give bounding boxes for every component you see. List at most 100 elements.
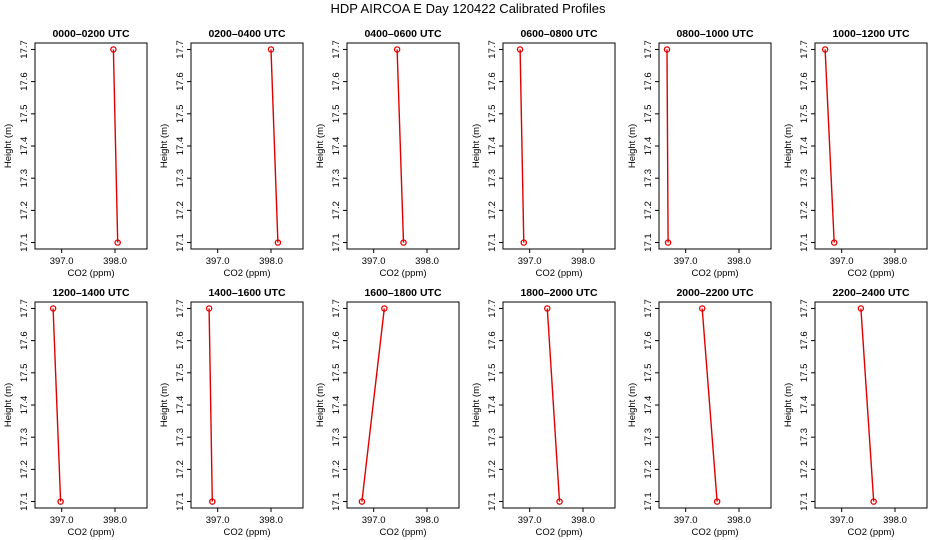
plot-frame	[346, 301, 460, 509]
y-tick-label: 17.7	[19, 40, 30, 59]
y-tick-label: 17.3	[799, 169, 810, 188]
y-axis-label: Height (m)	[315, 124, 326, 168]
data-point	[544, 305, 551, 312]
y-tick-label: 17.6	[19, 331, 30, 350]
y-tick-label: 17.5	[643, 105, 654, 124]
data-point	[274, 239, 282, 246]
profile-line	[824, 49, 835, 243]
profile-panel: 2200–2400 UTC 397.0 398.0 17.1 17.2 17.3 17.4 1…	[783, 287, 928, 538]
y-axis-label: Height (m)	[3, 383, 14, 427]
data-point	[520, 239, 528, 246]
panel-title: 0400–0600 UTC	[364, 28, 441, 40]
plot-frame	[34, 42, 148, 250]
x-tick-label: 398.0	[727, 515, 751, 526]
y-tick-label: 17.3	[643, 428, 654, 447]
data-point	[830, 239, 838, 246]
data-point	[870, 498, 877, 505]
x-axis-label: CO2 (ppm)	[380, 268, 427, 279]
x-tick-label: 398.0	[415, 515, 439, 526]
data-point	[110, 46, 117, 53]
y-tick-label: 17.1	[799, 492, 810, 511]
x-tick-label: 397.0	[674, 256, 698, 267]
plot-frame	[814, 301, 928, 509]
y-tick-label: 17.2	[799, 460, 810, 479]
profile-line	[396, 49, 405, 243]
y-tick-label: 17.1	[331, 492, 342, 511]
y-tick-label: 17.6	[799, 72, 810, 91]
data-point	[857, 305, 865, 312]
profile-line	[270, 49, 279, 243]
x-tick-label: 397.0	[50, 256, 74, 267]
y-tick-label: 17.4	[799, 137, 810, 156]
plot-frame	[502, 42, 616, 250]
data-point	[57, 498, 64, 505]
y-tick-label: 17.2	[331, 460, 342, 479]
profile-line	[701, 308, 718, 502]
y-tick-label: 17.6	[643, 331, 654, 350]
y-tick-label: 17.7	[643, 299, 654, 318]
y-tick-label: 17.4	[175, 396, 186, 415]
y-tick-label: 17.1	[643, 233, 654, 252]
y-tick-label: 17.5	[487, 105, 498, 124]
data-point	[49, 305, 57, 312]
y-tick-label: 17.4	[175, 137, 186, 156]
y-tick-label: 17.4	[799, 396, 810, 415]
x-axis-label: CO2 (ppm)	[68, 527, 115, 538]
panel-title: 2000–2200 UTC	[676, 287, 753, 299]
y-axis-label: Height (m)	[783, 383, 794, 427]
y-axis-label: Height (m)	[315, 383, 326, 427]
x-axis-label: CO2 (ppm)	[536, 268, 583, 279]
x-axis-label: CO2 (ppm)	[380, 527, 427, 538]
data-point	[393, 46, 401, 53]
figure-title: HDP AIRCOA E Day 120422 Calibrated Profi…	[330, 1, 606, 16]
profile-panel: 0000–0200 UTC 397.0 398.0 17.1 17.2 17.3 17.4 1…	[3, 28, 148, 279]
y-tick-label: 17.2	[331, 201, 342, 220]
panel-title: 0200–0400 UTC	[208, 28, 285, 40]
panel-title: 0600–0800 UTC	[520, 28, 597, 40]
profile-line	[361, 308, 385, 502]
y-tick-label: 17.7	[175, 299, 186, 318]
profile-panel: 0400–0600 UTC 397.0 398.0 17.1 17.2 17.3 17.4 1…	[315, 28, 460, 279]
y-tick-label: 17.3	[487, 428, 498, 447]
y-tick-label: 17.3	[643, 169, 654, 188]
y-tick-label: 17.5	[487, 364, 498, 383]
y-tick-label: 17.3	[19, 428, 30, 447]
panel-title: 2200–2400 UTC	[832, 287, 909, 299]
y-tick-label: 17.1	[643, 492, 654, 511]
panel-title: 0000–0200 UTC	[52, 28, 129, 40]
data-point	[358, 498, 366, 505]
panel-title: 1600–1800 UTC	[364, 287, 441, 299]
y-tick-label: 17.1	[19, 233, 30, 252]
x-tick-label: 398.0	[415, 256, 439, 267]
y-tick-label: 17.4	[331, 396, 342, 415]
x-tick-label: 397.0	[518, 256, 542, 267]
x-tick-label: 398.0	[259, 256, 283, 267]
panel-title: 1200–1400 UTC	[52, 287, 129, 299]
x-tick-label: 397.0	[674, 515, 698, 526]
profile-panel: 1800–2000 UTC 397.0 398.0 17.1 17.2 17.3 17.4 1…	[471, 287, 616, 538]
y-tick-label: 17.2	[487, 201, 498, 220]
data-point	[713, 498, 721, 505]
y-axis-label: Height (m)	[627, 383, 638, 427]
y-tick-label: 17.6	[175, 331, 186, 350]
y-tick-label: 17.1	[487, 492, 498, 511]
y-axis-label: Height (m)	[159, 124, 170, 168]
y-axis-label: Height (m)	[159, 383, 170, 427]
y-tick-label: 17.7	[799, 299, 810, 318]
y-tick-label: 17.6	[175, 72, 186, 91]
panel-title: 1400–1600 UTC	[208, 287, 285, 299]
data-point	[205, 305, 213, 312]
x-axis-label: CO2 (ppm)	[68, 268, 115, 279]
y-tick-label: 17.1	[175, 233, 186, 252]
y-tick-label: 17.5	[331, 364, 342, 383]
y-tick-label: 17.2	[799, 201, 810, 220]
profile-line	[519, 49, 525, 243]
y-axis-label: Height (m)	[783, 124, 794, 168]
y-tick-label: 17.4	[487, 396, 498, 415]
y-tick-label: 17.5	[19, 364, 30, 383]
y-tick-label: 17.7	[487, 40, 498, 59]
plot-frame	[190, 42, 304, 250]
y-tick-label: 17.3	[175, 169, 186, 188]
x-tick-label: 397.0	[518, 515, 542, 526]
y-tick-label: 17.6	[331, 331, 342, 350]
